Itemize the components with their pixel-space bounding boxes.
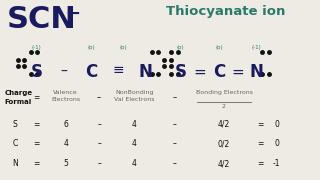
Text: Valence
Electrons: Valence Electrons bbox=[51, 90, 80, 102]
Text: S: S bbox=[31, 63, 43, 81]
Text: 4/2: 4/2 bbox=[218, 159, 230, 168]
Text: SCN: SCN bbox=[6, 5, 76, 34]
Text: –: – bbox=[97, 94, 101, 103]
Text: –: – bbox=[97, 159, 101, 168]
Text: S: S bbox=[175, 63, 187, 81]
Text: –: – bbox=[172, 120, 176, 129]
Text: C: C bbox=[213, 63, 225, 81]
Text: =: = bbox=[258, 120, 264, 129]
Text: =: = bbox=[194, 64, 206, 80]
Text: –: – bbox=[172, 159, 176, 168]
Text: =: = bbox=[34, 140, 40, 148]
Text: –: – bbox=[97, 140, 101, 148]
Text: 4: 4 bbox=[132, 140, 137, 148]
Text: (o): (o) bbox=[119, 45, 127, 50]
Text: NonBonding
Val Electrons: NonBonding Val Electrons bbox=[114, 90, 155, 102]
Text: C: C bbox=[85, 63, 97, 81]
Text: –: – bbox=[172, 94, 177, 103]
Text: –: – bbox=[97, 120, 101, 129]
Text: 4: 4 bbox=[132, 159, 137, 168]
Text: (-1): (-1) bbox=[32, 45, 42, 50]
Text: 4: 4 bbox=[132, 120, 137, 129]
Text: C: C bbox=[13, 140, 18, 148]
Text: (o): (o) bbox=[177, 45, 185, 50]
Text: 0: 0 bbox=[274, 140, 279, 148]
Text: =: = bbox=[34, 120, 40, 129]
Text: S: S bbox=[13, 120, 18, 129]
Text: Thiocyanate ion: Thiocyanate ion bbox=[166, 5, 286, 18]
Text: 2: 2 bbox=[222, 103, 226, 109]
Text: 0/2: 0/2 bbox=[218, 140, 230, 148]
Text: -1: -1 bbox=[273, 159, 281, 168]
Text: N: N bbox=[249, 63, 263, 81]
Text: 4/2: 4/2 bbox=[218, 120, 230, 129]
Text: =: = bbox=[34, 94, 40, 103]
Text: 5: 5 bbox=[63, 159, 68, 168]
Text: =: = bbox=[258, 159, 264, 168]
Text: (o): (o) bbox=[87, 45, 95, 50]
Text: −: − bbox=[66, 5, 81, 23]
Text: ≡: ≡ bbox=[113, 63, 124, 77]
Text: 0: 0 bbox=[274, 120, 279, 129]
Text: =: = bbox=[34, 159, 40, 168]
Text: 6: 6 bbox=[63, 120, 68, 129]
Text: (o): (o) bbox=[215, 45, 223, 50]
Text: =: = bbox=[258, 140, 264, 148]
Text: N: N bbox=[12, 159, 18, 168]
Text: Charge
Formal: Charge Formal bbox=[5, 90, 33, 105]
Text: –: – bbox=[60, 65, 68, 79]
Text: N: N bbox=[139, 63, 153, 81]
Text: (-1): (-1) bbox=[251, 45, 261, 50]
Text: –: – bbox=[172, 140, 176, 148]
Text: 4: 4 bbox=[63, 140, 68, 148]
Text: =: = bbox=[231, 64, 244, 80]
Text: Bonding Electrons: Bonding Electrons bbox=[196, 90, 252, 95]
